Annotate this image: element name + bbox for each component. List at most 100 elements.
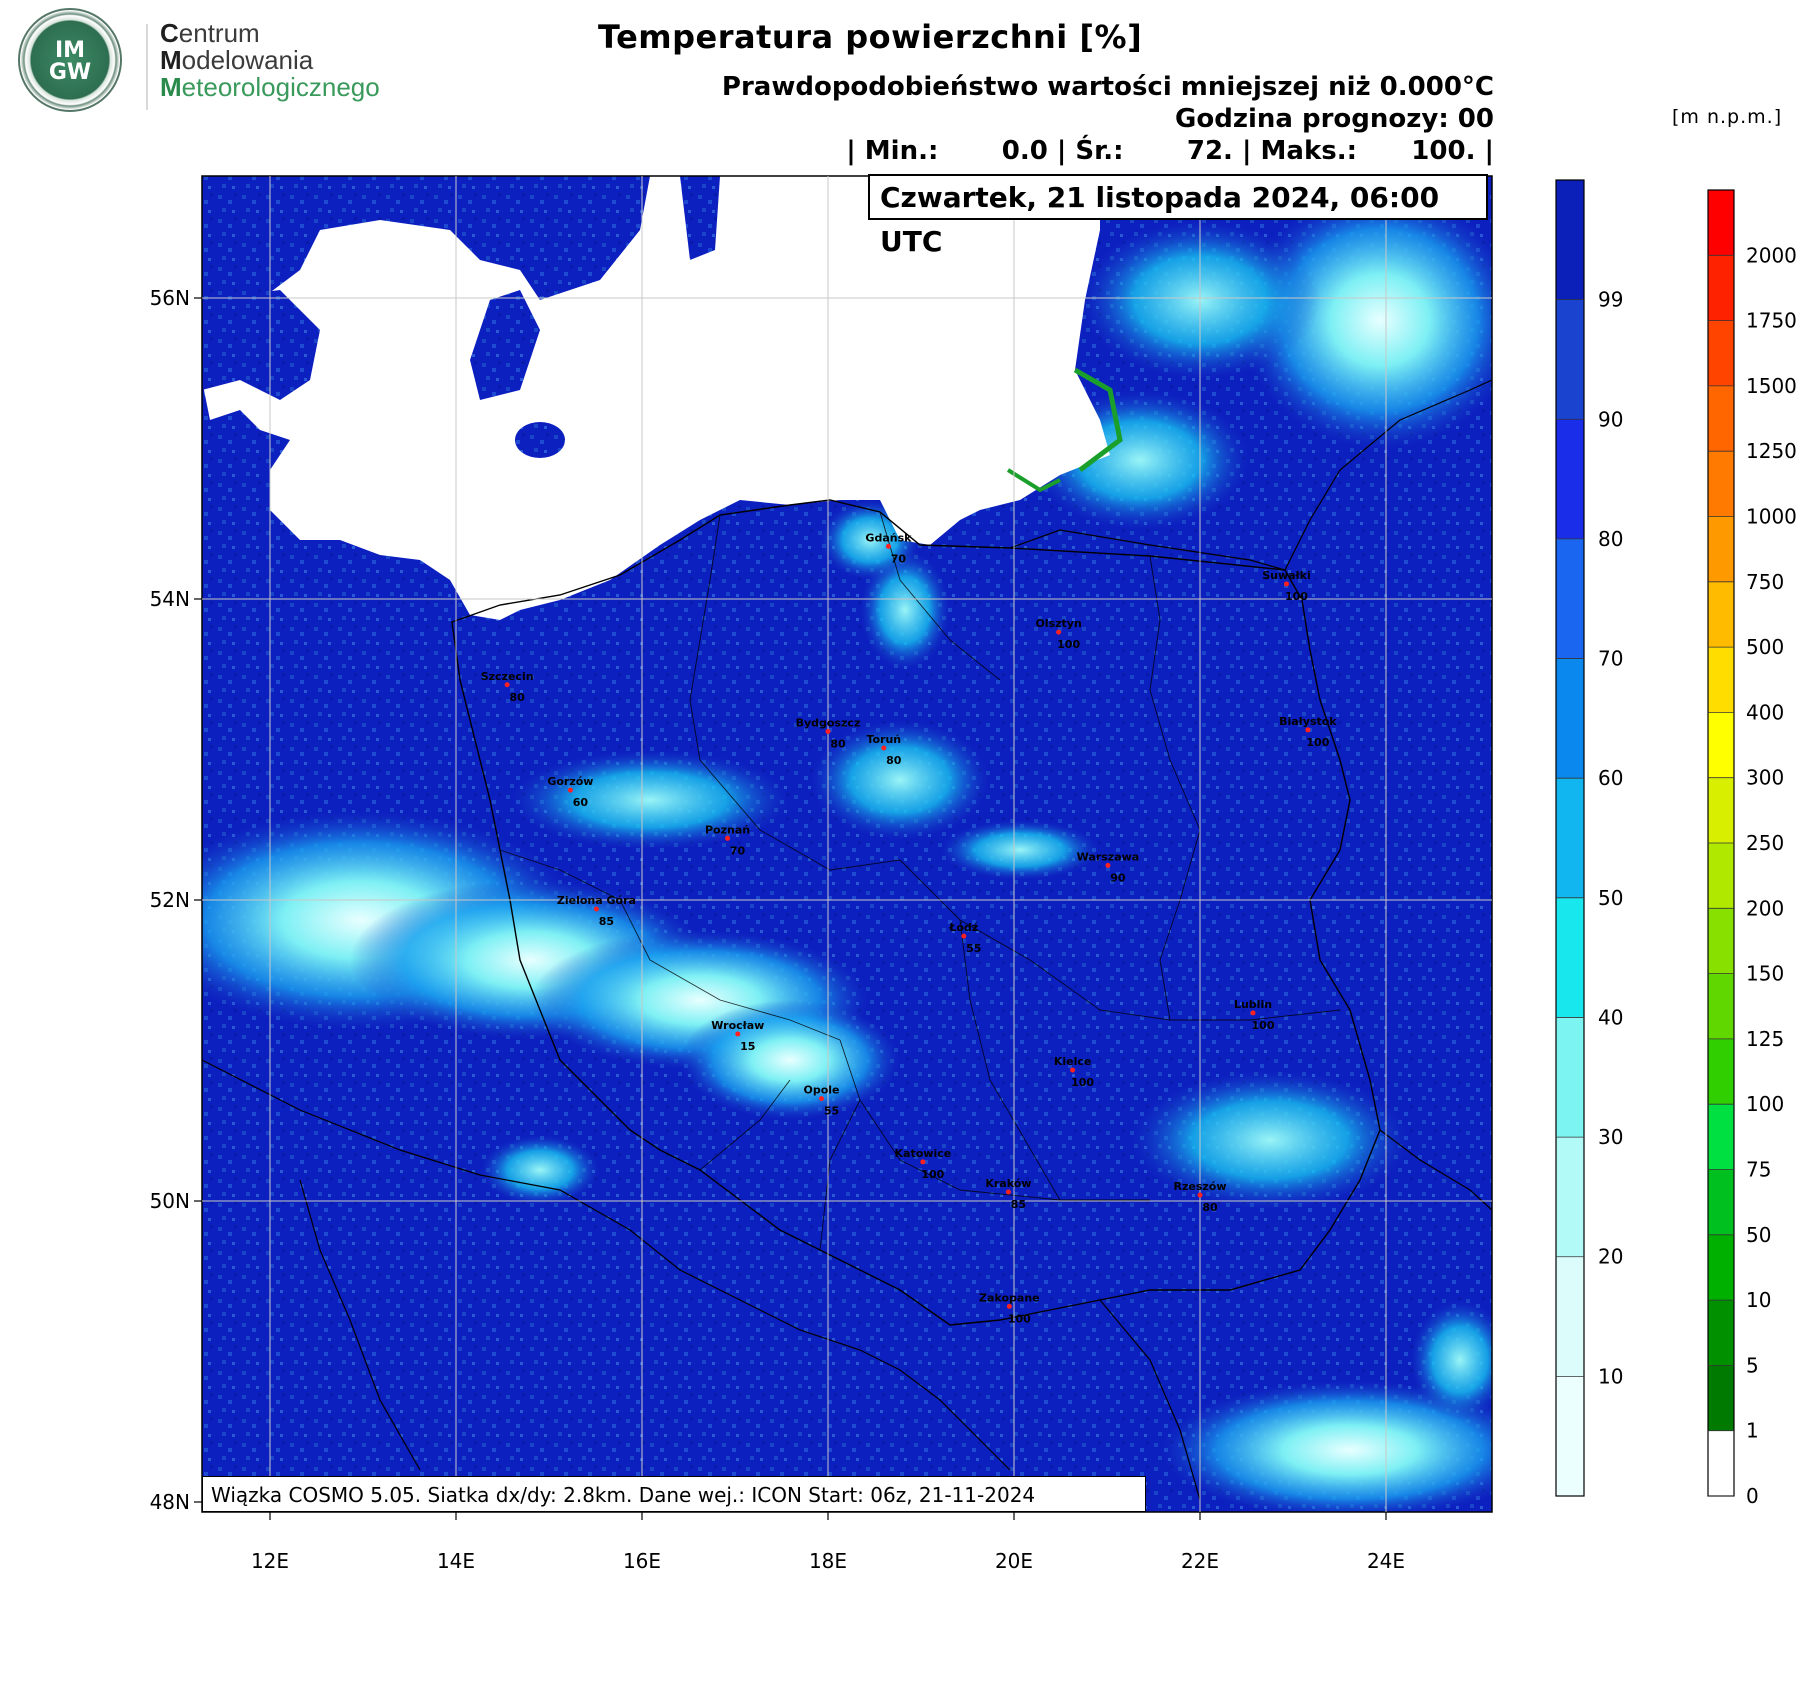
elevation-legend-label: 200 [1746,896,1784,920]
city-name: Zakopane [979,1291,1040,1304]
czech-slovak-border [201,1059,1011,1471]
elevation-legend-label: 2000 [1746,243,1797,267]
probability-legend: 99 90 80 70 60 50 40 30 20 10 [1555,179,1623,1497]
subtitle-statistics: | Min.: 0.0 | Śr.: 72. | Maks.: 100. | [846,136,1494,166]
elevation-legend-label: 50 [1746,1223,1771,1247]
lon-label: 20E [995,1549,1033,1573]
city-marker: Warszawa 90 [1077,850,1140,884]
probability-legend-swatch [1556,299,1584,420]
elevation-legend-swatch [1708,908,1734,975]
elevation-legend-label: 10 [1746,1288,1771,1312]
scandinavia-land [202,176,650,330]
city-name: Rzeszów [1173,1180,1226,1193]
emblem-letters-bottom: GW [48,60,92,85]
city-value: 80 [886,754,902,767]
lithuania-border [1284,379,1493,571]
probability-legend-swatch [1556,1256,1584,1377]
city-marker: Gorzów 60 [547,775,593,809]
logo-line3-rest: eteorologicznego [181,72,380,102]
elevation-unit-label: [m n.p.m.] [1672,106,1783,128]
imgw-logo: IM GW Centrum Modelowania Meteorologiczn… [10,8,382,112]
city-marker: Wrocław 15 [711,1019,764,1053]
page-title: Temperatura powierzchni [%] [598,18,1143,56]
city-dot [725,835,731,841]
city-name: Zielona Góra [557,894,636,907]
city-value: 55 [824,1105,839,1118]
probability-legend-swatch [1556,538,1584,660]
lat-label: 52N [150,888,190,912]
city-value: 85 [599,915,614,928]
map-frame [201,175,1493,1513]
elevation-legend: 2000175015001250100075050040030025020015… [1707,189,1797,1508]
elevation-legend-swatch [1708,712,1734,779]
city-dot [1305,727,1311,733]
probability-legend-label: 90 [1598,407,1623,431]
probability-legend-swatch [1556,897,1584,1018]
lon-label: 18E [809,1549,847,1573]
city-name: Toruń [866,733,901,746]
elevation-legend-label: 0 [1746,1484,1759,1508]
logo-line2-initial: M [160,45,182,75]
logo-line1-initial: C [160,18,179,48]
city-dot [593,906,599,912]
city-marker: Białystok 100 [1279,715,1337,749]
elevation-legend-swatch [1708,451,1734,517]
city-dot [961,933,967,939]
city-name: Szczecin [481,670,534,683]
probability-legend-swatch [1556,1376,1584,1497]
lon-label: 12E [251,1549,289,1573]
probability-legend-label: 30 [1598,1125,1623,1149]
city-dot [1070,1067,1076,1073]
city-name: Wrocław [711,1019,764,1032]
city-name: Kielce [1054,1055,1092,1068]
city-name: Gorzów [547,775,593,788]
city-dot [881,745,887,751]
lon-label: 22E [1181,1549,1219,1573]
probability-legend-label: 70 [1598,647,1623,671]
city-name: Warszawa [1077,850,1140,863]
city-dot [1005,1189,1011,1195]
elevation-legend-swatch [1708,1300,1734,1366]
city-dot [735,1031,741,1037]
logo-divider [146,24,148,110]
city-marker: Zielona Góra 85 [557,894,636,928]
city-value: 70 [891,552,907,565]
probability-legend-label: 20 [1598,1245,1623,1269]
elevation-legend-label: 5 [1746,1353,1759,1377]
city-name: Lublin [1234,998,1272,1011]
city-value: 100 [1008,1312,1031,1325]
elevation-legend-label: 125 [1746,1027,1784,1051]
city-value: 70 [730,844,746,857]
city-marker: Szczecin 80 [481,670,534,704]
logo-line2-rest: odelowania [181,45,314,75]
probability-legend-label: 60 [1598,766,1623,790]
kaliningrad-border [1009,529,1286,571]
city-marker: Lublin 100 [1234,998,1275,1032]
emblem-letters-top: IM [54,38,86,63]
hungary-border [1099,1299,1201,1501]
elevation-legend-swatch [1708,1169,1734,1236]
city-value: 80 [830,737,846,750]
city-marker: Zakopane 100 [979,1291,1040,1325]
city-value: 90 [1110,871,1126,884]
probability-legend-label: 80 [1598,527,1623,551]
city-marker: Toruń 80 [866,733,901,767]
elevation-legend-swatch [1708,1365,1734,1432]
lon-label: 24E [1367,1549,1405,1573]
logo-line1-rest: entrum [178,18,260,48]
elevation-legend-label: 150 [1746,962,1784,986]
city-name: Suwałki [1262,569,1311,582]
forecast-date-box: Czwartek, 21 listopada 2024, 06:00 UTC [868,174,1488,258]
lat-label: 54N [150,587,190,611]
city-name: Opole [803,1084,839,1097]
city-value: 100 [1306,736,1329,749]
austria-border [299,1179,421,1471]
imgw-emblem [18,8,122,112]
city-name: Katowice [895,1147,952,1160]
elevation-legend-swatch [1708,320,1734,387]
axis-ticks [194,297,1387,1520]
elevation-legend-label: 100 [1746,1092,1784,1116]
city-name: Bydgoszcz [796,716,861,729]
city-value: 80 [1202,1201,1218,1214]
city-value: 55 [966,942,981,955]
